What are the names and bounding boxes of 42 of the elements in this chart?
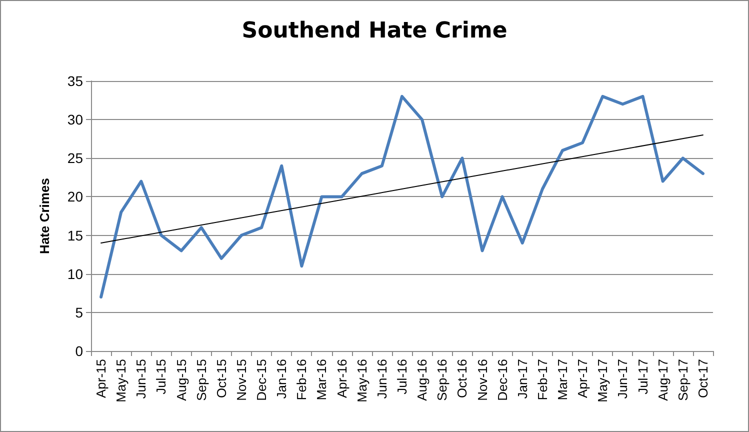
y-tick-label: 10 xyxy=(67,266,84,282)
y-tick-label: 5 xyxy=(75,304,84,320)
x-tick-label: Jan-17 xyxy=(514,359,530,399)
x-tick-label: Dec-15 xyxy=(254,359,270,401)
x-tick-label: Jul-15 xyxy=(154,359,169,394)
x-tick-label: May-15 xyxy=(114,359,129,402)
x-tick-label: Feb-16 xyxy=(294,359,310,400)
x-tick-label: Aug-15 xyxy=(174,359,189,401)
x-tick-label: Apr-15 xyxy=(94,359,109,398)
x-tick-label: May-16 xyxy=(354,359,370,402)
line-series xyxy=(100,94,704,298)
x-tick-label: Sep-16 xyxy=(434,359,450,401)
x-tick-label: Sep-15 xyxy=(194,359,209,401)
chart-title: Southend Hate Crime xyxy=(242,18,508,44)
x-tick-label: Aug-16 xyxy=(414,359,430,401)
x-tick-label: Nov-15 xyxy=(234,359,249,401)
x-tick-label: Jun-15 xyxy=(134,359,149,399)
x-tick-label: Mar-17 xyxy=(555,359,570,400)
x-tick-label: Feb-17 xyxy=(534,359,550,400)
x-tick-label: Jul-17 xyxy=(635,359,650,394)
y-tick-label: 30 xyxy=(67,112,84,128)
x-tick-label: Apr-17 xyxy=(575,359,590,398)
y-axis-title: Hate Crimes xyxy=(37,178,52,254)
y-tick-label: 0 xyxy=(75,343,84,359)
x-tick-label: Dec-16 xyxy=(494,359,510,401)
y-tick-label: 20 xyxy=(67,188,84,205)
x-tick-label: Oct-15 xyxy=(214,359,229,398)
x-tick-label: Jul-16 xyxy=(394,359,410,394)
x-tick-label: Sep-17 xyxy=(675,359,690,401)
x-tick-label: Oct-16 xyxy=(454,359,470,398)
y-tick-label: 25 xyxy=(67,150,84,166)
x-tick-label: Oct-17 xyxy=(695,359,710,398)
x-tick-label: Jan-16 xyxy=(274,359,290,399)
y-tick-label: 35 xyxy=(67,73,84,89)
x-tick-label: Mar-16 xyxy=(314,359,330,400)
x-tick-label: Jun-16 xyxy=(374,359,390,399)
x-tick-label: May-17 xyxy=(595,359,610,402)
y-tick-label: 15 xyxy=(67,227,84,244)
x-tick-label: Aug-17 xyxy=(655,359,670,401)
x-tick-label: Apr-16 xyxy=(334,359,350,398)
x-tick-label: Nov-16 xyxy=(474,359,490,401)
x-tick-label: Jun-17 xyxy=(615,359,630,399)
